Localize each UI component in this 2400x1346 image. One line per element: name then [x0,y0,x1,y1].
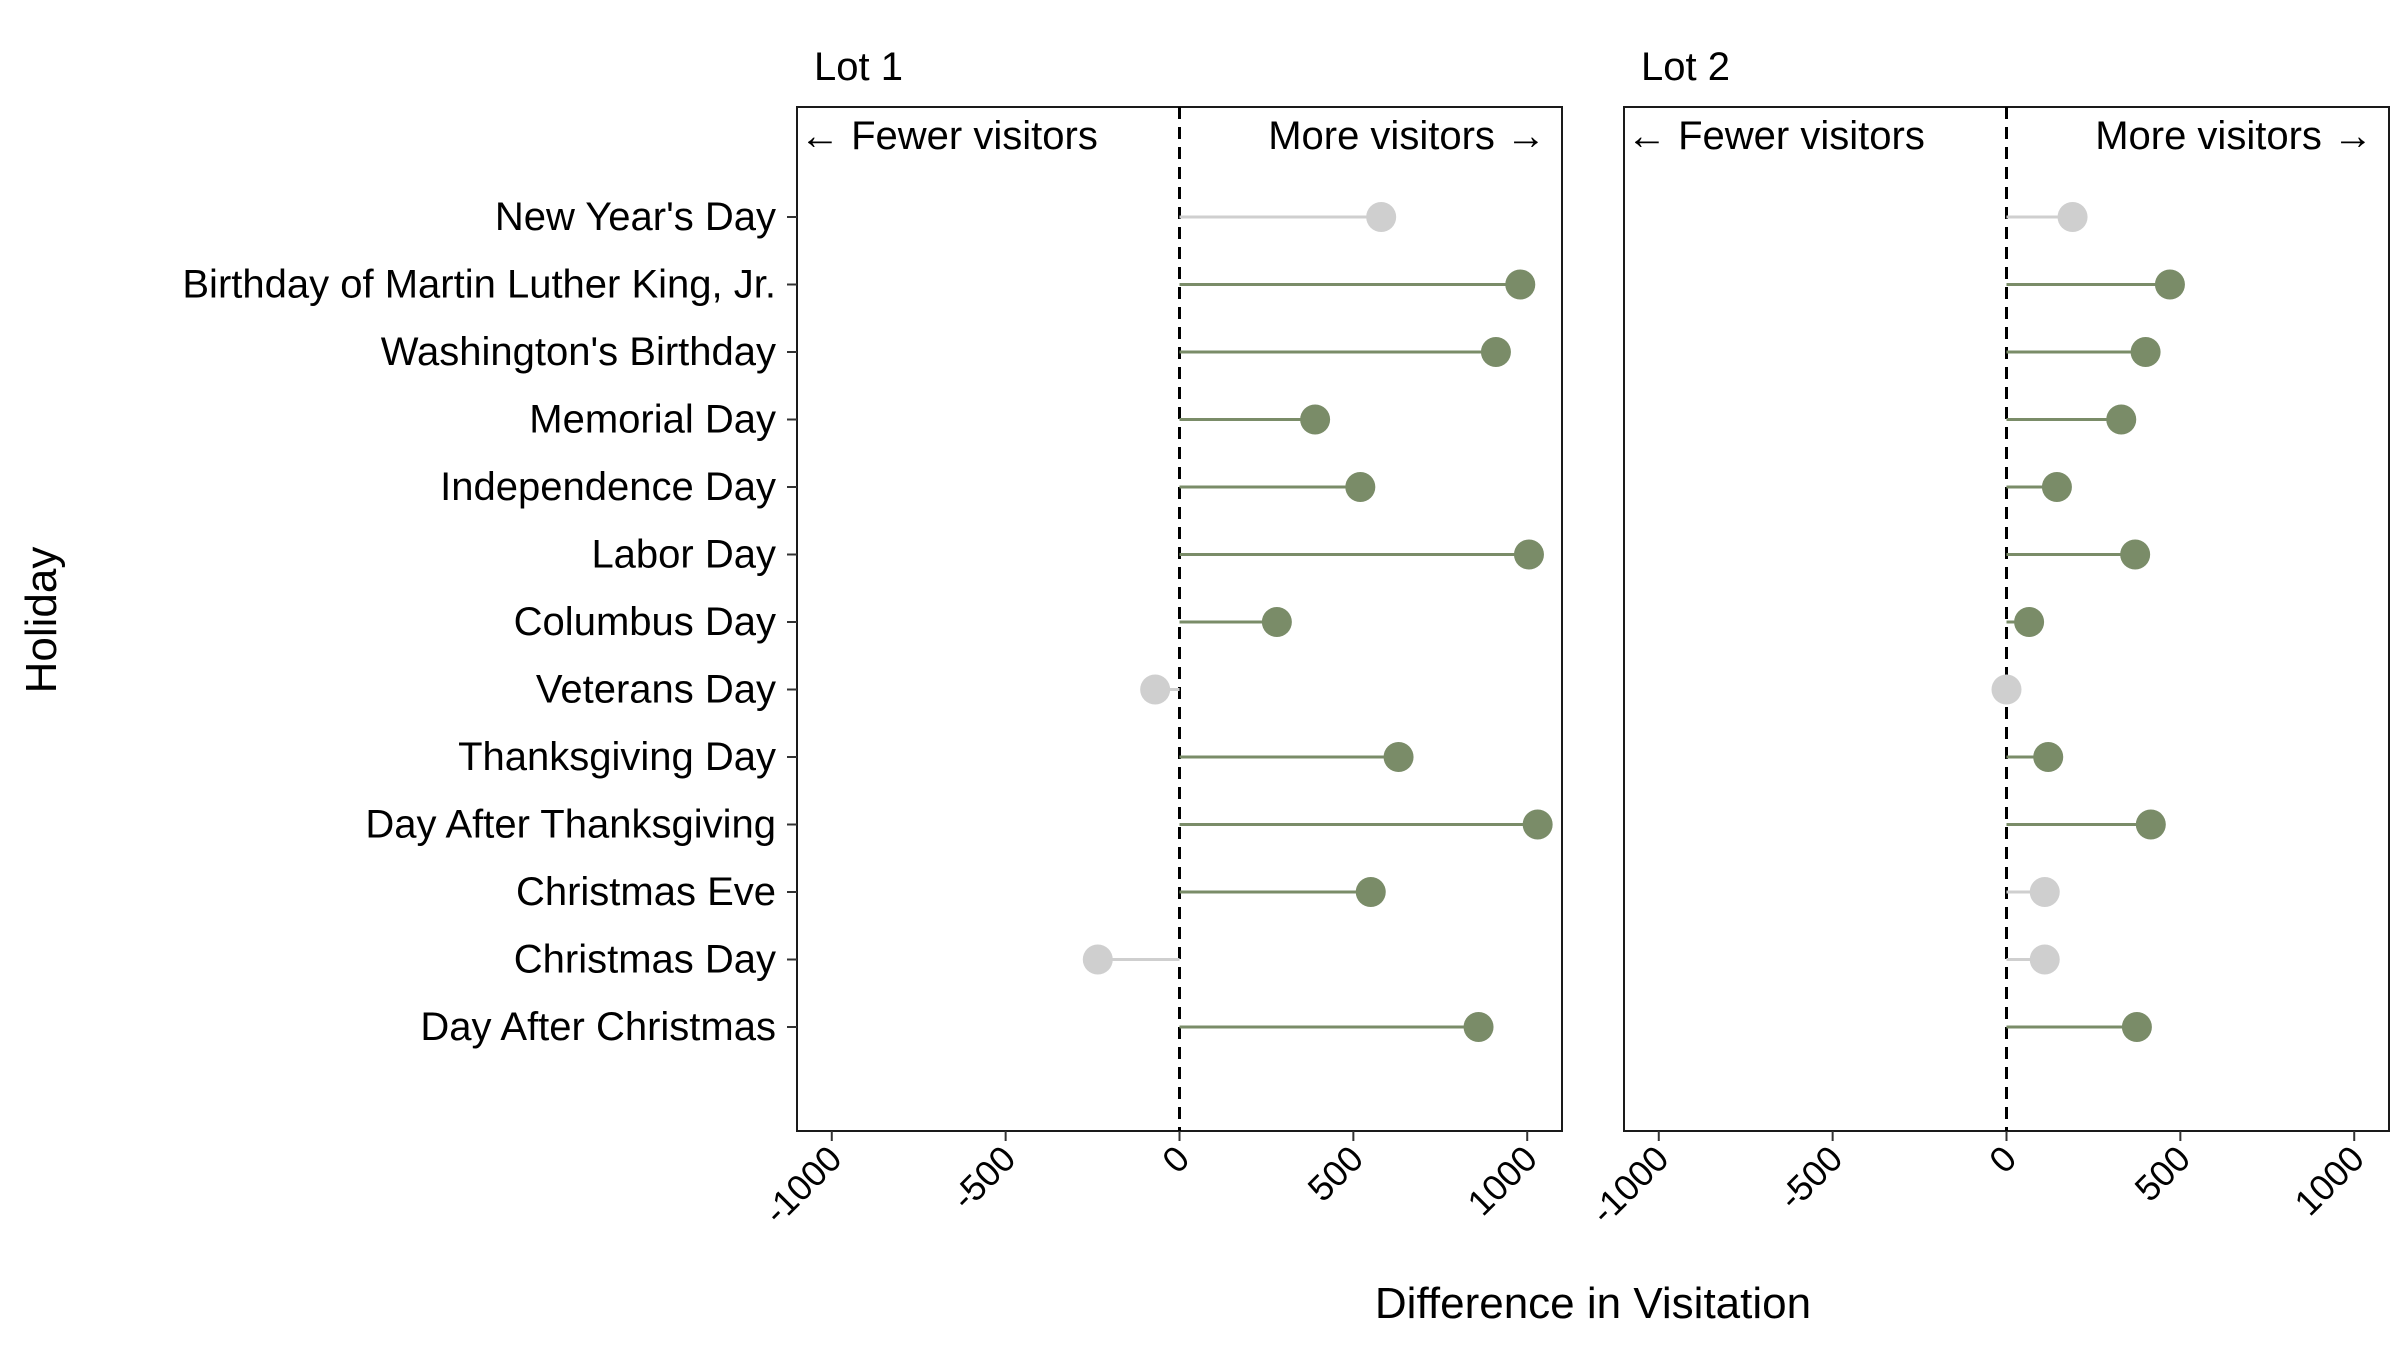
lollipop-point [2041,472,2072,502]
lollipop-point [1480,337,1511,367]
y-axis-title: Holiday [17,547,66,694]
lollipop-point [2029,944,2060,975]
x-axis-title: Difference in Visitation [1375,1279,1811,1328]
lollipop-point [2014,607,2045,637]
lollipop-point [1513,539,1544,570]
category-label: Veterans Day [536,668,776,712]
category-label: Thanksgiving Day [458,735,776,779]
lollipop-point [1345,472,1376,502]
category-label: Independence Day [440,465,776,509]
x-tick-label: -1000 [755,1138,849,1232]
x-tick-label: 1000 [1459,1138,1545,1224]
category-label: Memorial Day [529,398,776,442]
lollipop-point [2154,269,2185,300]
lollipop-point [2033,742,2064,772]
x-tick-label: -500 [1770,1138,1850,1218]
lollipop-point [2057,202,2088,232]
category-label: Christmas Eve [516,870,776,914]
category-label: Columbus Day [514,600,776,644]
lollipop-point [1300,404,1331,435]
x-tick-label: 500 [2127,1138,2198,1209]
lollipop-point [2121,1012,2152,1042]
category-label: New Year's Day [495,195,776,239]
lollipop-point [1366,202,1397,232]
x-tick-label: 500 [1300,1138,1371,1209]
category-label: Labor Day [591,533,776,577]
lollipop-point [2135,809,2166,840]
category-label: Day After Thanksgiving [365,803,776,847]
x-tick-label: 1000 [2286,1138,2372,1224]
lollipop-point [1505,269,1536,300]
x-tick-label: 0 [1981,1138,2024,1181]
x-tick-label: -500 [943,1138,1023,1218]
x-tick-label: -1000 [1582,1138,1676,1232]
lollipop-point [2130,337,2161,367]
fewer-visitors-hint: ← Fewer visitors [800,114,1098,158]
lollipop-point [1383,742,1414,772]
more-visitors-hint: More visitors → [2095,114,2373,158]
lollipop-point [1522,809,1553,840]
lollipop-point [1082,944,1113,975]
lollipop-point [2029,877,2060,907]
category-label: Day After Christmas [420,1005,776,1049]
panel-title: Lot 1 [814,45,903,89]
fewer-visitors-hint: ← Fewer visitors [1627,114,1925,158]
category-labels: New Year's Day Birthday of Martin Luther … [182,195,797,1049]
lollipop-point [1140,674,1171,705]
panel-2: Lot 2 ← Fewer visitors More visitors → -100… [1582,45,2390,1232]
panel-1: Lot 1 ← Fewer visitors More visitors → -100… [755,45,1563,1232]
panel-title: Lot 2 [1641,45,1730,89]
category-label: Christmas Day [514,938,776,982]
lollipop-point [1991,674,2022,705]
category-label: Washington's Birthday [381,330,776,374]
lollipop-point [1261,607,1292,637]
lollipop-point [2106,404,2137,435]
more-visitors-hint: More visitors → [1268,114,1546,158]
lollipop-point [1463,1012,1494,1042]
x-tick-label: 0 [1154,1138,1197,1181]
panels: Lot 1 ← Fewer visitors More visitors → -100… [755,45,2390,1232]
lollipop-point [1355,877,1386,907]
category-label: Birthday of Martin Luther King, Jr. [182,263,776,307]
lollipop-point [2120,539,2151,570]
